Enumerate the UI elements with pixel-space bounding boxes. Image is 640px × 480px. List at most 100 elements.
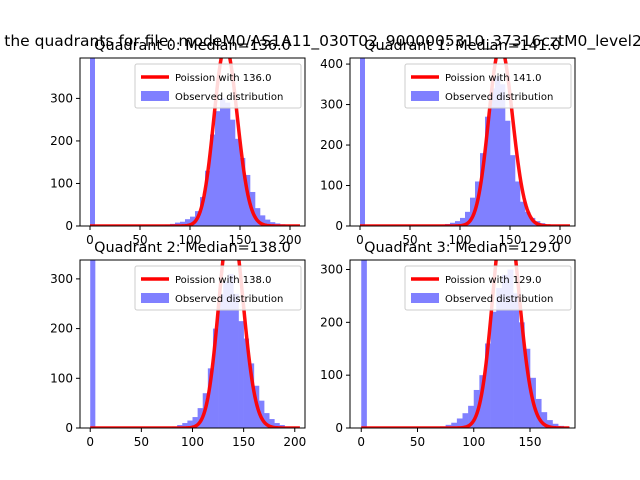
hist-bar xyxy=(520,201,526,226)
y-tick-label: 300 xyxy=(320,98,343,112)
y-tick-label: 300 xyxy=(320,263,343,277)
hist-bar xyxy=(513,293,520,428)
hist-bar xyxy=(228,273,234,428)
legend: Poission with 129.0 Observed distribution xyxy=(404,265,572,311)
hist-bar-zero xyxy=(361,260,367,428)
y-tick-label: 0 xyxy=(335,421,343,435)
legend-label-poisson: Poission with 141.0 xyxy=(445,73,541,84)
hist-bar xyxy=(240,157,246,226)
x-tick-label: 50 xyxy=(402,233,417,247)
x-tick-label: 200 xyxy=(283,435,306,449)
hist-bar xyxy=(468,405,475,428)
y-tick-label: 400 xyxy=(320,57,343,71)
hist-bar xyxy=(182,423,188,428)
y-tick-label: 300 xyxy=(50,272,73,286)
panels: 0 50 100 150 200 0 100 200 300 Quadrant 0: Median… xyxy=(50,38,576,449)
y-tick-label: 100 xyxy=(50,176,73,190)
hist-bar xyxy=(260,215,266,226)
y-tick-label: 200 xyxy=(320,138,343,152)
x-tick-label: 150 xyxy=(519,435,542,449)
x-tick-label: 0 xyxy=(356,233,364,247)
hist-bar-zero xyxy=(90,58,95,226)
hist-bar xyxy=(510,155,516,226)
hist-bar xyxy=(485,116,491,226)
y-tick-label: 0 xyxy=(65,219,73,233)
x-tick-label: 0 xyxy=(86,233,94,247)
legend: Poission with 136.0 Observed distribution xyxy=(134,63,302,109)
x-tick-label: 50 xyxy=(410,435,425,449)
y-tick-label: 200 xyxy=(320,315,343,329)
hist-bar xyxy=(505,120,511,226)
legend-label-observed: Observed distribution xyxy=(175,294,283,305)
plot-area-3 xyxy=(360,260,570,428)
legend-swatch-observed xyxy=(411,293,439,303)
poisson-curve xyxy=(89,260,301,428)
legend-swatch-observed xyxy=(411,91,439,101)
hist-bar xyxy=(525,211,531,226)
legend-label-poisson: Poission with 136.0 xyxy=(175,73,271,84)
hist-bar xyxy=(546,420,553,428)
hist-bar xyxy=(210,134,216,226)
hist-bar xyxy=(180,221,186,226)
hist-bar xyxy=(185,219,191,226)
panel-title: Quadrant 1: Median=141.0 xyxy=(364,38,561,54)
legend-label-observed: Observed distribution xyxy=(175,92,283,103)
hist-bar xyxy=(233,293,239,428)
legend-swatch-observed xyxy=(141,91,169,101)
plot-area-2 xyxy=(89,260,301,428)
y-tick-label: 0 xyxy=(335,219,343,233)
y-tick-label: 300 xyxy=(50,91,73,105)
hist-bar xyxy=(274,423,280,428)
hist-bar xyxy=(225,102,231,226)
axes-frame xyxy=(79,57,306,227)
x-tick-label: 150 xyxy=(499,233,522,247)
hist-bar xyxy=(490,311,497,428)
hist-bar-zero xyxy=(360,58,365,226)
legend-box xyxy=(404,265,572,311)
hist-bar xyxy=(248,363,255,428)
legend-label-observed: Observed distribution xyxy=(445,92,553,103)
x-tick-label: 200 xyxy=(279,233,302,247)
poisson-curve xyxy=(360,260,570,428)
hist-bar xyxy=(230,119,236,226)
hist-bar xyxy=(220,98,226,226)
x-tick-label: 0 xyxy=(357,435,365,449)
hist-bar xyxy=(479,375,486,428)
legend-box xyxy=(404,63,572,109)
hist-bar xyxy=(451,422,458,428)
hist-bar xyxy=(524,348,531,428)
hist-bar xyxy=(455,221,461,226)
y-tick-label: 100 xyxy=(320,368,343,382)
panel-2: 0 50 100 150 200 0 100 200 300 Quadrant 2: Median… xyxy=(50,240,306,449)
hist-bar xyxy=(192,417,198,428)
hist-bar xyxy=(190,216,196,226)
axes-frame xyxy=(349,57,576,227)
hist-bar xyxy=(470,197,476,226)
hist-bar xyxy=(223,281,229,428)
hist-bar xyxy=(200,197,206,226)
hist-bar-zero xyxy=(90,260,96,428)
hist-bar xyxy=(255,208,261,226)
x-tick-label: 150 xyxy=(229,233,252,247)
x-tick-label: 50 xyxy=(134,435,149,449)
legend-label-poisson: Poission with 129.0 xyxy=(445,275,541,286)
poisson-curve xyxy=(359,58,571,226)
hist-bar xyxy=(500,84,506,226)
x-tick-label: 100 xyxy=(179,233,202,247)
x-tick-label: 150 xyxy=(232,435,255,449)
legend-box xyxy=(134,265,302,311)
axes-frame xyxy=(349,259,576,429)
legend: Poission with 138.0 Observed distribution xyxy=(134,265,302,311)
figure-suptitle: Median fluxes of the quadrants for file:… xyxy=(0,32,640,51)
panel-title: Quadrant 3: Median=129.0 xyxy=(364,240,561,256)
plot-area-1 xyxy=(359,58,571,226)
panel-1: 0 50 100 150 200 0 100 200 300 400 Quadrant 1: Med… xyxy=(320,38,576,247)
legend-label-observed: Observed distribution xyxy=(445,294,553,305)
poisson-curve xyxy=(89,58,301,226)
hist-bar xyxy=(270,222,276,226)
hist-bar xyxy=(490,88,496,226)
hist-bar xyxy=(496,288,503,428)
legend: Poission with 141.0 Observed distribution xyxy=(404,63,572,109)
hist-bar xyxy=(541,412,548,428)
